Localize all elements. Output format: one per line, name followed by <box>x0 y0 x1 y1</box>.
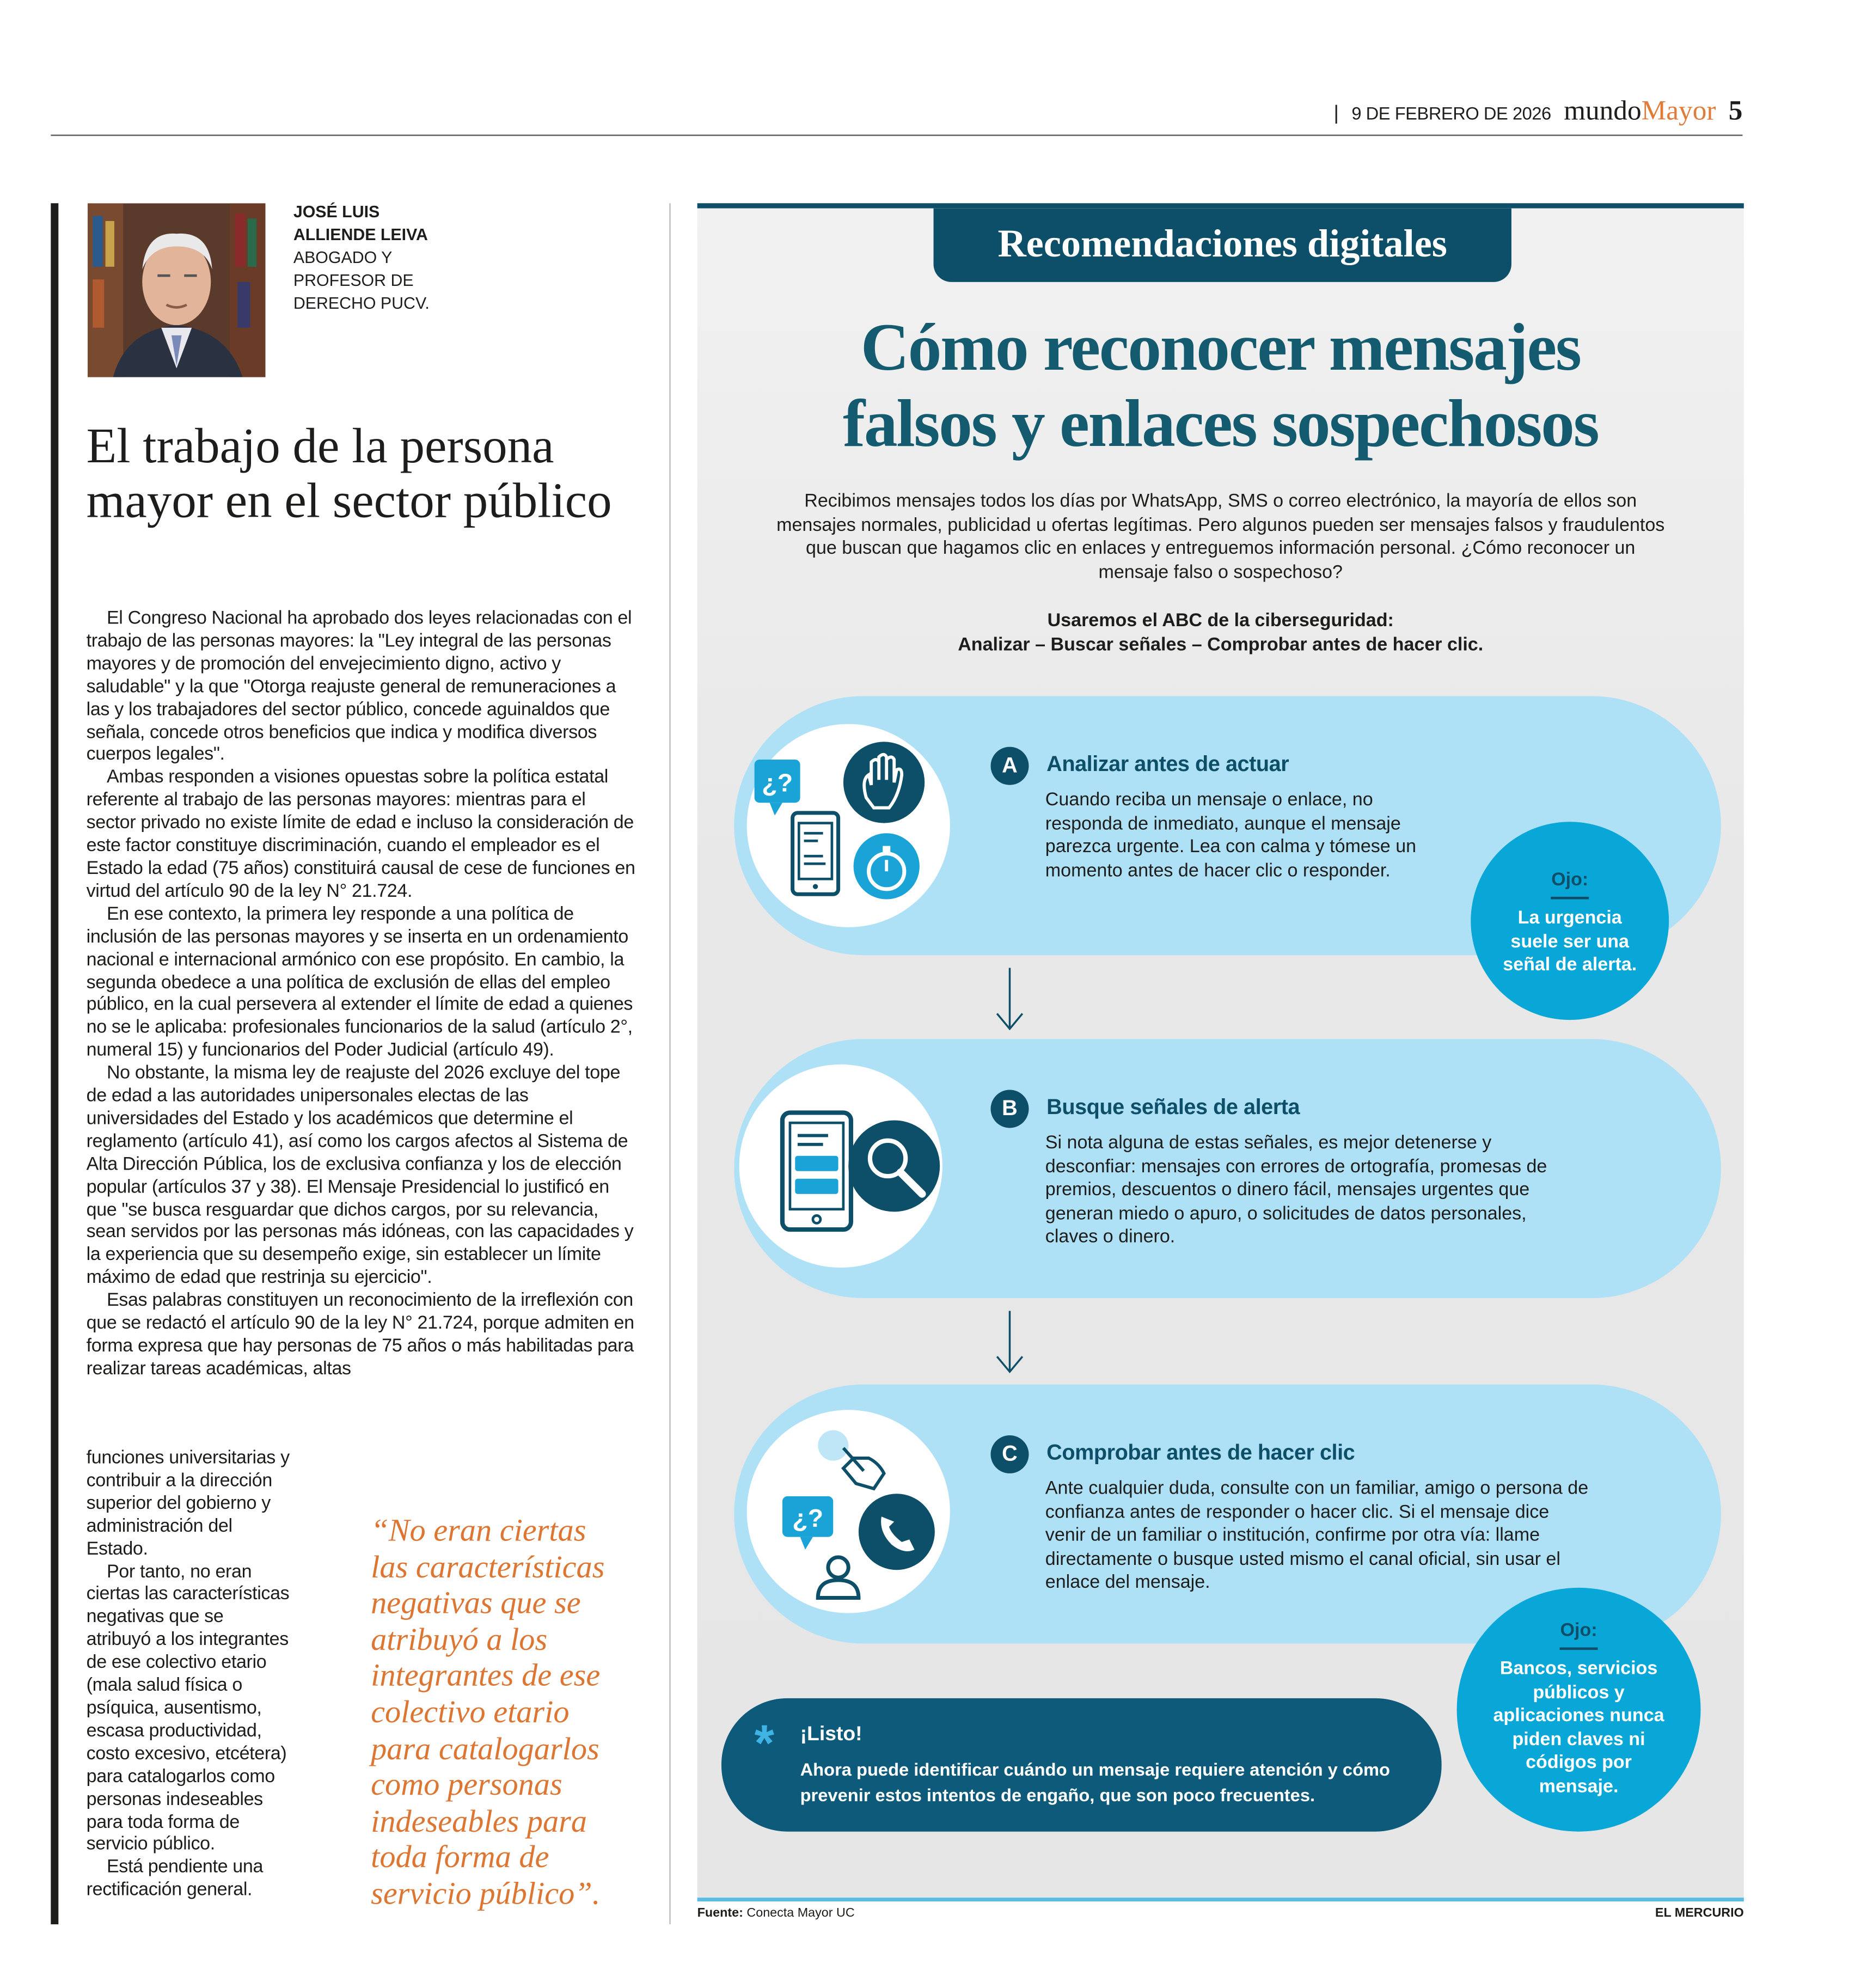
infographic-tab: Recomendaciones digitales <box>933 208 1511 282</box>
article-paragraph-continuation: funciones universitarias y contribuir a … <box>86 1448 290 1559</box>
arrow-down-icon <box>996 1311 1024 1374</box>
source-credit: Fuente: Conecta Mayor UC <box>697 1906 855 1920</box>
logo-part-mayor: Mayor <box>1641 94 1716 126</box>
author-byline: JOSÉ LUIS ALLIENDE LEIVA ABOGADO Y PROFE… <box>293 201 430 315</box>
header-separator: | <box>1333 102 1339 125</box>
step-letter-badge: C <box>990 1435 1029 1473</box>
step-title: Busque señales de alerta <box>1046 1094 1300 1120</box>
article-body: El Congreso Nacional ha aprobado dos ley… <box>87 608 638 1381</box>
asterisk-icon: * <box>754 1716 774 1772</box>
pull-quote-line: “No eran ciertas <box>371 1514 586 1549</box>
pull-quote-line: servicio público”. <box>371 1877 601 1912</box>
step-title: Comprobar antes de hacer clic <box>1046 1440 1355 1465</box>
article-paragraph: No obstante, la misma ley de reajuste de… <box>86 1063 634 1289</box>
step-letter-badge: B <box>990 1090 1029 1128</box>
ojo-label: Ojo: <box>1551 869 1589 900</box>
author-name-line: JOSÉ LUIS <box>293 201 380 221</box>
step-title: Analizar antes de actuar <box>1046 751 1289 776</box>
issue-date: 9 DE FEBRERO DE 2026 <box>1351 102 1551 124</box>
pull-quote-line: las características <box>371 1550 605 1585</box>
phone-magnifier-icon <box>739 1064 942 1268</box>
pull-quote-line: indeseables para <box>371 1805 587 1839</box>
pull-quote-line: toda forma de <box>371 1840 549 1875</box>
ojo-callout-1: Ojo: La urgencia suele ser una señal de … <box>1471 822 1669 1020</box>
pull-quote: “No eran ciertas las características neg… <box>371 1514 663 1914</box>
ojo-text: Bancos, servicios públicos y aplicacione… <box>1493 1659 1664 1797</box>
article-paragraph: Está pendiente una rectificación general… <box>86 1857 264 1901</box>
step-letter-badge: A <box>990 747 1029 785</box>
article-paragraph: El Congreso Nacional ha aprobado dos ley… <box>86 608 632 766</box>
infographic-bottom-rule <box>697 1898 1744 1902</box>
click-person-phone-icon: ¿? <box>746 1410 950 1613</box>
step-text: Si nota alguna de estas señales, es mejo… <box>1045 1133 1547 1248</box>
infographic-intro: Recibimos mensajes todos los días por Wh… <box>776 491 1665 583</box>
header-rule <box>51 134 1743 136</box>
article-paragraph: En ese contexto, la primera ley responde… <box>86 904 633 1061</box>
abc-summary: Usaremos el ABC de la ciberseguridad: An… <box>697 610 1744 658</box>
question-bubble-text: ¿? <box>762 768 793 797</box>
listo-text: Ahora puede identificar cuándo un mensaj… <box>800 1759 1391 1805</box>
author-role-line: ABOGADO Y <box>293 247 393 267</box>
question-bubble-text: ¿? <box>792 1504 823 1532</box>
abc-line: Analizar – Buscar señales – Comprobar an… <box>958 635 1484 656</box>
ojo-text: La urgencia suele ser una señal de alert… <box>1503 908 1637 976</box>
source-name: Conecta Mayor UC <box>746 1906 855 1921</box>
infographic-title-line: Cómo reconocer mensajes <box>860 311 1582 385</box>
article-paragraph: Esas palabras constituyen un reconocimie… <box>86 1290 634 1380</box>
author-role-line: PROFESOR DE <box>293 270 414 290</box>
page-number: 5 <box>1728 94 1743 126</box>
listo-banner: * ¡Listo! Ahora puede identificar cuándo… <box>721 1698 1442 1832</box>
column-divider <box>669 203 671 1925</box>
article-paragraph: Ambas responden a visiones opuestas sobr… <box>86 767 635 902</box>
article-body-narrow: funciones universitarias y contribuir a … <box>87 1448 290 1903</box>
article-title: El trabajo de la persona mayor en el sec… <box>86 419 612 529</box>
author-photo <box>87 203 266 377</box>
logo-part-mundo: mundo <box>1564 94 1642 126</box>
section-logo: mundoMayor <box>1564 94 1716 127</box>
source-label: Fuente: <box>697 1906 743 1921</box>
author-name-line: ALLIENDE LEIVA <box>293 224 428 244</box>
pull-quote-line: atribuyó a los <box>371 1623 548 1657</box>
article-paragraph: Por tanto, no eran ciertas las caracterí… <box>86 1562 290 1855</box>
page-header: | 9 DE FEBRERO DE 2026 mundoMayor 5 <box>1333 94 1742 127</box>
arrow-down-icon <box>996 968 1024 1031</box>
infographic: Recomendaciones digitales Cómo reconocer… <box>697 203 1744 1902</box>
step-text: Cuando reciba un mensaje o enlace, no re… <box>1045 790 1417 882</box>
ojo-label: Ojo: <box>1560 1620 1597 1650</box>
infographic-title: Cómo reconocer mensajes falsos y enlaces… <box>697 310 1744 462</box>
publication-credit: EL MERCURIO <box>1655 1906 1744 1921</box>
abc-line: Usaremos el ABC de la ciberseguridad: <box>1047 611 1394 632</box>
pull-quote-line: negativas que se <box>371 1586 581 1621</box>
listo-title: ¡Listo! <box>800 1723 862 1746</box>
pull-quote-line: colectivo etario <box>371 1696 570 1730</box>
pull-quote-line: para catalogarlos <box>371 1732 599 1766</box>
ojo-callout-2: Ojo: Bancos, servicios públicos y aplica… <box>1456 1587 1701 1832</box>
pull-quote-line: como personas <box>371 1768 562 1803</box>
author-role-line: DERECHO PUCV. <box>293 293 430 313</box>
infographic-title-line: falsos y enlaces sospechosos <box>843 387 1600 461</box>
pull-quote-line: integrantes de ese <box>371 1659 601 1694</box>
phone-hand-stopwatch-icon: ¿? <box>746 724 950 927</box>
step-text: Ante cualquier duda, consulte con un fam… <box>1045 1478 1589 1594</box>
step-b-card: B Busque señales de alerta Si nota algun… <box>734 1039 1721 1299</box>
column-accent-bar <box>51 203 59 1925</box>
